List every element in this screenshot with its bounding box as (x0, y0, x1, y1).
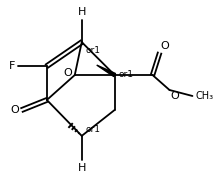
Polygon shape (97, 65, 116, 77)
Text: or1: or1 (86, 46, 101, 55)
Text: CH₃: CH₃ (195, 91, 214, 101)
Text: O: O (170, 91, 179, 101)
Text: O: O (160, 41, 169, 51)
Text: O: O (10, 105, 19, 115)
Text: H: H (78, 7, 86, 17)
Text: F: F (9, 61, 15, 71)
Text: O: O (63, 68, 72, 78)
Text: or1: or1 (119, 70, 134, 78)
Text: or1: or1 (86, 125, 101, 134)
Text: H: H (78, 163, 86, 173)
